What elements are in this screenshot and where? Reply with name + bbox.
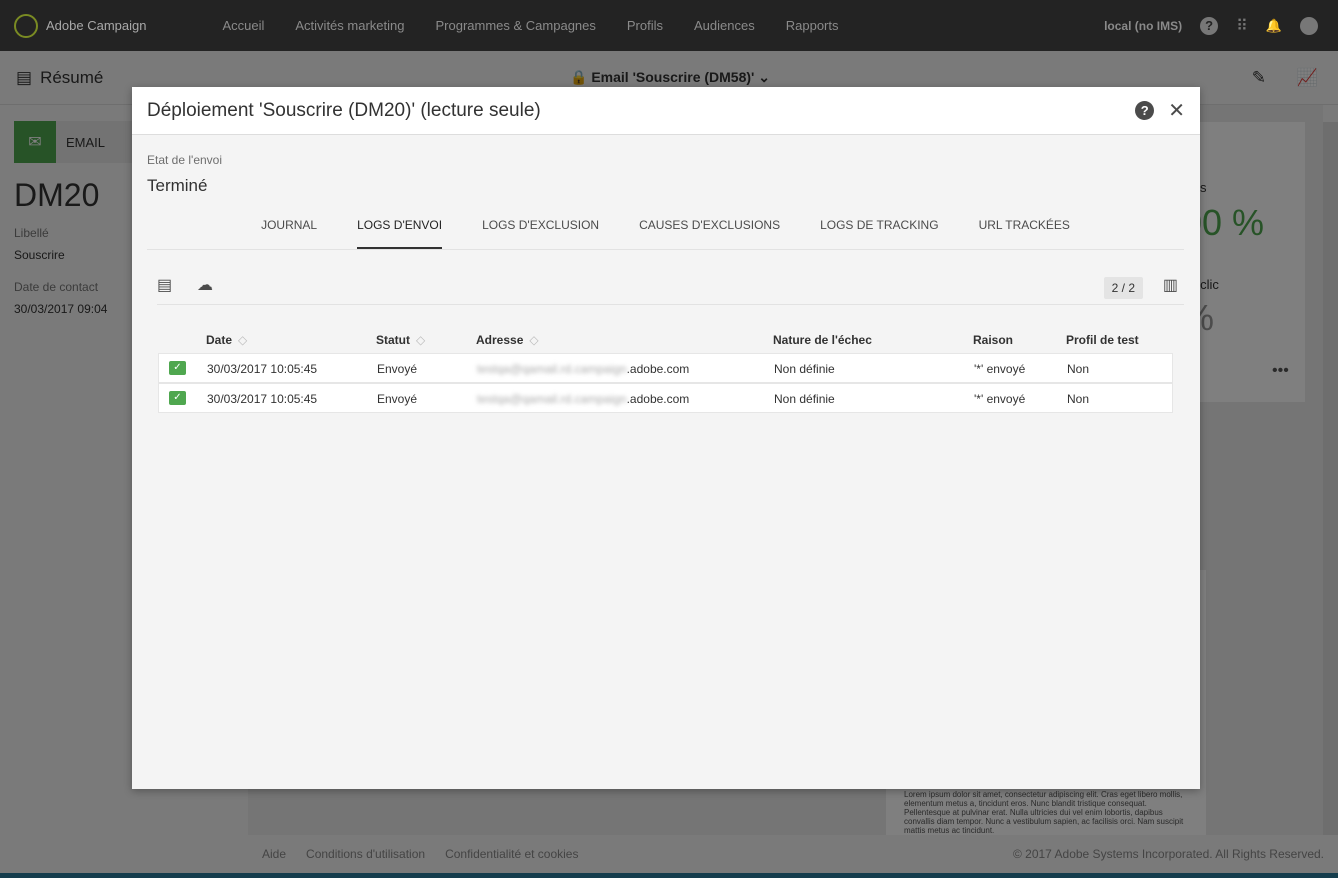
tab-url-trackees[interactable]: URL TRACKÉES bbox=[978, 218, 1070, 232]
tab-logs-envoi[interactable]: LOGS D'ENVOI bbox=[357, 207, 443, 249]
sort-icon: ◇ bbox=[238, 333, 248, 347]
cell-reason: '*' envoyé bbox=[974, 362, 1026, 376]
tab-logs-tracking[interactable]: LOGS DE TRACKING bbox=[820, 218, 939, 232]
avatar[interactable] bbox=[1300, 16, 1318, 35]
delivery-state-value: Terminé bbox=[147, 176, 208, 195]
col-date[interactable]: Date ◇ bbox=[206, 333, 248, 347]
cell-date: 30/03/2017 10:05:45 bbox=[207, 362, 318, 376]
app-name: Adobe Campaign bbox=[46, 18, 147, 33]
sort-icon: ◇ bbox=[529, 333, 539, 347]
nav-activites-marketing[interactable]: Activités marketing bbox=[295, 18, 405, 33]
nav-rapports[interactable]: Rapports bbox=[785, 18, 839, 33]
nav-audiences[interactable]: Audiences bbox=[694, 18, 755, 33]
sort-icon: ◇ bbox=[416, 333, 426, 347]
tab-causes-exclusions[interactable]: CAUSES D'EXCLUSIONS bbox=[639, 218, 781, 232]
apps-grid-icon[interactable]: ⠿ bbox=[1236, 17, 1248, 35]
cell-address: testqa@qamail.rd.campaign.adobe.com bbox=[477, 362, 690, 376]
cell-address: testqa@qamail.rd.campaign.adobe.com bbox=[477, 392, 690, 406]
cell-status: Envoyé bbox=[377, 392, 418, 406]
top-nav-bar: Adobe Campaign Accueil Activités marketi… bbox=[0, 0, 1338, 51]
deployment-dialog: Déploiement 'Souscrire (DM20)' (lecture … bbox=[132, 87, 1200, 789]
tab-journal[interactable]: JOURNAL bbox=[261, 218, 318, 232]
cell-status: Envoyé bbox=[377, 362, 418, 376]
detail-panel-icon[interactable]: ▤ bbox=[157, 277, 173, 294]
nav-accueil[interactable]: Accueil bbox=[222, 18, 265, 33]
bell-icon[interactable]: 🔔 bbox=[1265, 17, 1282, 33]
nav-programmes-campagnes[interactable]: Programmes & Campagnes bbox=[435, 18, 596, 33]
table-header: Date ◇ Statut ◇ Adresse ◇ Nature de l'échec… bbox=[158, 325, 1173, 353]
list-toolbar: ▤ ☁ 2 / 2 ▥ bbox=[157, 273, 1184, 305]
help-icon[interactable]: ? bbox=[1200, 16, 1219, 35]
cell-test-profile: Non bbox=[1067, 392, 1090, 406]
cell-test-profile: Non bbox=[1067, 362, 1090, 376]
col-profil-test[interactable]: Profil de test bbox=[1066, 333, 1139, 347]
col-adresse[interactable]: Adresse ◇ bbox=[476, 333, 539, 347]
help-icon[interactable]: ? bbox=[1135, 101, 1155, 120]
tab-bar: JOURNAL LOGS D'ENVOI LOGS D'EXCLUSION CA… bbox=[147, 207, 1184, 250]
cell-failure: Non définie bbox=[774, 392, 835, 406]
col-nature-echec[interactable]: Nature de l'échec bbox=[773, 333, 872, 347]
cell-date: 30/03/2017 10:05:45 bbox=[207, 392, 318, 406]
table-row[interactable]: ✓ 30/03/2017 10:05:45 Envoyé testqa@qama… bbox=[158, 353, 1173, 383]
cloud-download-icon[interactable]: ☁ bbox=[197, 277, 213, 294]
sent-status-icon: ✓ bbox=[169, 361, 186, 375]
adobe-campaign-logo-icon bbox=[14, 13, 38, 38]
delivery-state-label: Etat de l'envoi bbox=[147, 153, 223, 167]
close-icon[interactable]: ✕ bbox=[1168, 100, 1185, 122]
col-raison[interactable]: Raison bbox=[973, 333, 1014, 347]
instance-label[interactable]: local (no IMS) bbox=[1104, 18, 1183, 33]
app-logo[interactable]: Adobe Campaign bbox=[14, 13, 147, 38]
table-row[interactable]: ✓ 30/03/2017 10:05:45 Envoyé testqa@qama… bbox=[158, 383, 1173, 413]
dialog-title: Déploiement 'Souscrire (DM20)' (lecture … bbox=[147, 99, 541, 121]
cell-failure: Non définie bbox=[774, 362, 835, 376]
tab-logs-exclusion[interactable]: LOGS D'EXCLUSION bbox=[482, 218, 600, 232]
col-statut[interactable]: Statut ◇ bbox=[376, 333, 426, 347]
nav-profils[interactable]: Profils bbox=[626, 18, 664, 33]
cell-reason: '*' envoyé bbox=[974, 392, 1026, 406]
pagination-count: 2 / 2 bbox=[1103, 277, 1143, 299]
column-settings-icon[interactable]: ▥ bbox=[1162, 277, 1178, 294]
sent-status-icon: ✓ bbox=[169, 391, 186, 405]
